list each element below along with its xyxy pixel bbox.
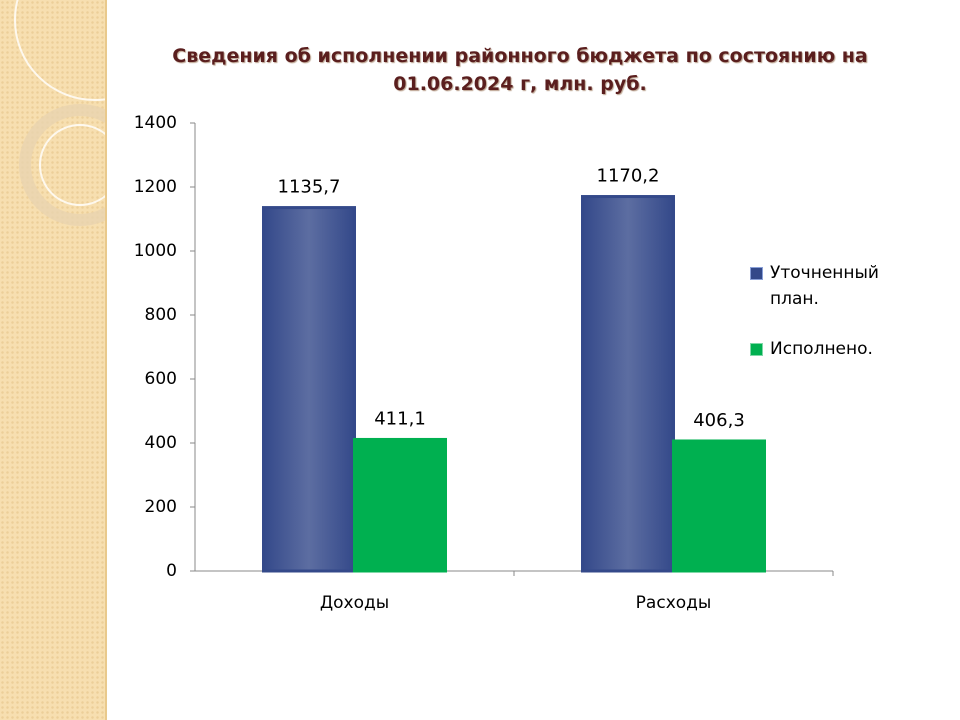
value-label: 1170,2 xyxy=(597,166,660,187)
bar xyxy=(581,195,675,573)
value-label: 1135,7 xyxy=(278,177,341,198)
y-tick-label: 0 xyxy=(166,561,177,581)
y-tick-label: 600 xyxy=(145,369,177,389)
value-label: 411,1 xyxy=(374,408,426,429)
legend-label: Уточненный план. xyxy=(770,263,879,309)
bar xyxy=(672,439,766,573)
bar xyxy=(262,206,356,573)
y-tick-label: 1400 xyxy=(134,113,177,133)
decor xyxy=(14,0,105,226)
legend-entry: Исполнено. xyxy=(750,336,930,362)
legend-swatch xyxy=(750,267,763,280)
y-tick-label: 1000 xyxy=(134,241,177,261)
decor-strip xyxy=(0,0,107,720)
y-tick-label: 1200 xyxy=(134,177,177,197)
legend-label: Исполнено. xyxy=(770,339,873,359)
legend-swatch xyxy=(750,343,763,356)
bar xyxy=(353,437,447,573)
y-tick-label: 800 xyxy=(145,305,177,325)
legend-entry: Уточненный план. xyxy=(750,260,930,312)
x-tick-label: Доходы xyxy=(320,593,389,613)
value-label: 406,3 xyxy=(693,410,745,431)
chart-title: Сведения об исполнении районного бюджета… xyxy=(172,45,868,95)
x-tick-label: Расходы xyxy=(636,593,712,613)
y-tick-label: 200 xyxy=(145,497,177,517)
y-tick-label: 400 xyxy=(145,433,177,453)
